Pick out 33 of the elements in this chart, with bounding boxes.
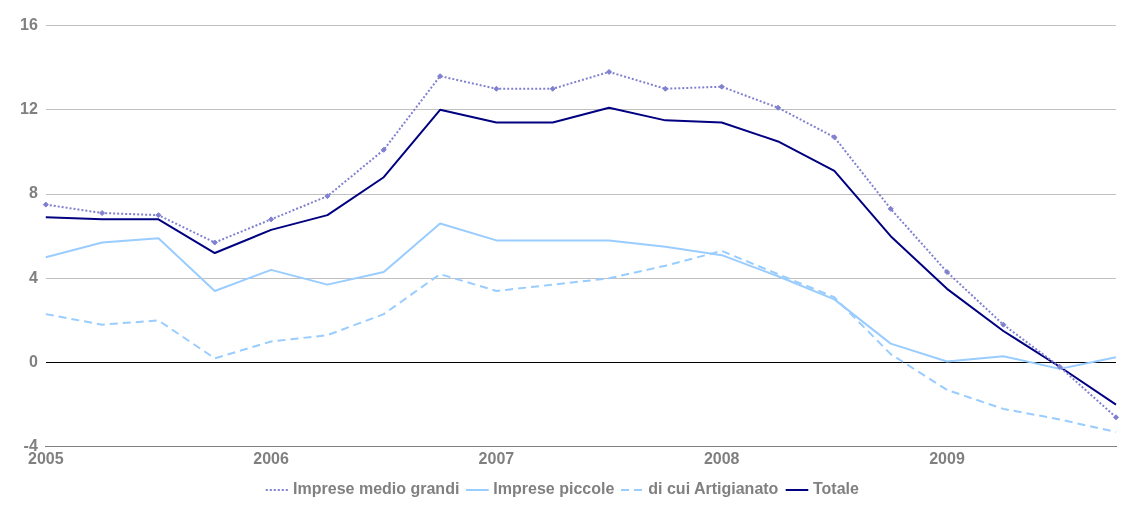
point	[155, 212, 162, 219]
point	[437, 73, 444, 80]
x-tick-label: 2008	[703, 449, 740, 467]
y-tick-label: 8	[28, 184, 38, 202]
point	[42, 201, 49, 208]
legend-label: Imprese medio grandi	[293, 480, 460, 498]
point	[493, 85, 500, 92]
point	[549, 85, 556, 92]
point	[831, 134, 838, 141]
legend-label: di cui Artigianato	[648, 480, 779, 498]
point	[718, 83, 725, 90]
y-tick-label: 0	[28, 352, 38, 370]
point	[606, 68, 613, 75]
point	[662, 85, 669, 92]
point	[380, 146, 387, 153]
point	[1056, 363, 1063, 370]
point	[887, 205, 894, 212]
point	[211, 239, 218, 246]
point	[944, 269, 951, 275]
point	[775, 104, 782, 111]
legend-label: Totale	[812, 480, 860, 498]
point	[99, 210, 106, 217]
point	[268, 216, 275, 223]
x-tick-label: 2007	[478, 449, 515, 467]
legend-label: Imprese piccole	[493, 480, 615, 498]
point	[1000, 321, 1007, 328]
y-tick-label: 16	[20, 16, 38, 34]
y-tick-label: 4	[28, 268, 38, 286]
x-tick-label: 2009	[929, 449, 965, 467]
point	[1113, 414, 1119, 421]
y-tick-label: 12	[20, 100, 38, 118]
x-tick-label: 2006	[253, 449, 289, 467]
point	[324, 193, 331, 200]
